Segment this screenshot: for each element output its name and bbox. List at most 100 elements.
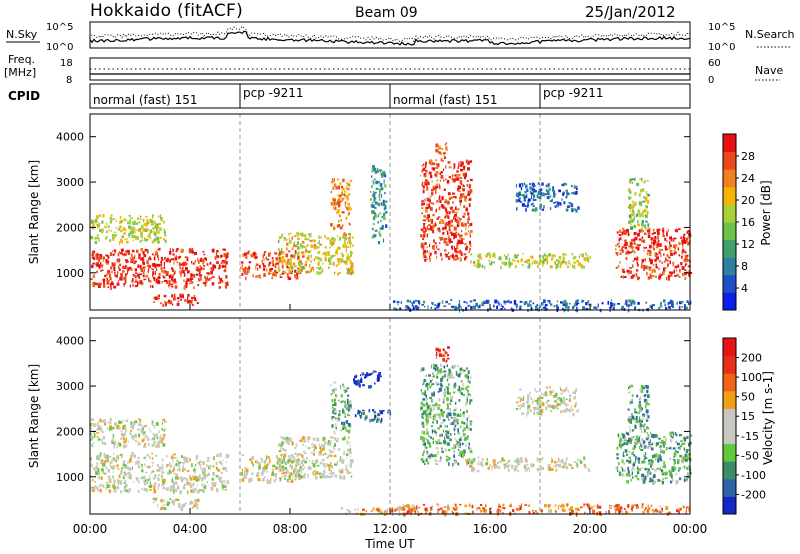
colorbar-tick-label: 16: [741, 216, 755, 229]
velocity-colorbar-label-text: Velocity [m s-1]: [761, 371, 775, 465]
y-tick-label: 2000: [56, 221, 84, 234]
colorbar-swatch: [723, 443, 736, 462]
colorbar-tick-label: 12: [741, 238, 755, 251]
scatter-region: [515, 386, 579, 417]
cpid-panel: CPID normal (fast) 151 pcp -9211 normal (f…: [8, 83, 691, 109]
y-tick-label: 2000: [56, 425, 84, 438]
colorbar-tick-label: 20: [741, 194, 755, 207]
power-scatter: [90, 114, 693, 313]
colorbar-swatch: [723, 496, 736, 515]
colorbar-tick-label: 4: [741, 282, 748, 295]
power-panel: 1000 2000 3000 4000 Slant Range [km] 4 8 12 16…: [27, 113, 773, 313]
cpid-segment-label: pcp -9211: [543, 86, 604, 100]
scatter-region: [353, 370, 382, 389]
velocity-colorbar-label: Velocity [m s-1]: [761, 371, 775, 465]
freq-right-tick-high: 60: [708, 58, 721, 69]
noise-left-label: N.Sky: [6, 28, 38, 41]
cpid-label: CPID: [8, 89, 40, 103]
y-tick-label: 3000: [56, 380, 84, 393]
nave-label: Nave: [755, 64, 783, 77]
colorbar-swatch: [723, 478, 736, 497]
colorbar-swatch: [723, 373, 736, 392]
power-ylabel: Slant Range [km]: [27, 160, 41, 264]
velocity-y-axis: 1000 2000 3000 4000: [56, 335, 690, 484]
noise-left-tick-high: 10^5: [46, 22, 73, 33]
colorbar-swatch: [723, 355, 736, 374]
colorbar-swatch: [723, 134, 736, 153]
scatter-region: [465, 456, 591, 473]
colorbar-swatch: [723, 408, 736, 427]
colorbar-swatch: [723, 186, 736, 205]
freq-left-tick-high: 18: [60, 58, 73, 69]
x-tick-label: 16:00: [473, 522, 508, 536]
noise-right-tick-low: 10^0: [708, 42, 735, 53]
noise-right-tick-high: 10^5: [708, 22, 735, 33]
x-tick-label: 04:00: [173, 522, 208, 536]
y-tick-label: 4000: [56, 131, 84, 144]
colorbar-tick-label: -15: [741, 430, 759, 443]
colorbar-swatch: [723, 274, 736, 293]
freq-left-tick-low: 8: [66, 75, 72, 86]
scatter-region: [330, 381, 353, 435]
scatter-region: [420, 363, 473, 467]
x-tick-label: 08:00: [273, 522, 308, 536]
noise-right-label: N.Search: [745, 28, 795, 41]
scatter-region: [90, 214, 167, 245]
colorbar-tick-label: 28: [741, 150, 755, 163]
scatter-region: [370, 165, 388, 245]
noise-panel: N.Sky 10^5 10^0 10^5 10^0 N.Search: [6, 21, 795, 53]
scatter-region: [90, 247, 230, 290]
x-tick-label: 00:00: [673, 522, 708, 536]
scatter-region: [465, 252, 592, 270]
cpid-segment-label: normal (fast) 151: [93, 93, 197, 107]
station-title: Hokkaido (fitACF): [90, 1, 243, 21]
colorbar-swatch: [723, 222, 736, 241]
x-tick-label: 00:00: [73, 522, 108, 536]
x-tick-label: 20:00: [573, 522, 608, 536]
frequency-panel: Freq. [MHz] 18 8 60 0 Nave: [4, 53, 783, 86]
colorbar-swatch: [723, 426, 736, 445]
beam-title: Beam 09: [355, 5, 418, 21]
freq-right-tick-low: 0: [708, 75, 714, 86]
cpid-segment-label: normal (fast) 151: [393, 93, 497, 107]
colorbar-swatch: [723, 338, 736, 357]
scatter-region: [330, 178, 353, 231]
colorbar-tick-label: 100: [741, 371, 762, 384]
scatter-region: [90, 417, 167, 449]
scatter-region: [627, 384, 650, 434]
colorbar-tick-label: -50: [741, 449, 759, 462]
y-tick-label: 1000: [56, 471, 84, 484]
velocity-colorbar: 200 100 50 15 -15 -50 -100 -200: [722, 337, 766, 515]
scatter-region: [435, 142, 448, 162]
cpid-segment-label: pcp -9211: [243, 86, 304, 100]
y-tick-label: 3000: [56, 176, 84, 189]
colorbar-frame: [722, 337, 737, 515]
colorbar-tick-label: 200: [741, 352, 762, 365]
scatter-region: [153, 293, 199, 307]
velocity-panel: 1000 2000 3000 4000 Slant Range [km] 200 100…: [27, 317, 775, 517]
time-axis: 00:00 04:00 08:00 12:00 16:00 20:00 00:00: [73, 304, 708, 536]
colorbar-swatch: [723, 204, 736, 223]
colorbar-swatch: [723, 151, 736, 170]
power-colorbar: 4 8 12 16 20 24 28: [722, 133, 755, 311]
scatter-region: [277, 232, 354, 276]
colorbar-tick-label: 15: [741, 410, 755, 423]
freq-label-line2: [MHz]: [4, 66, 36, 79]
date-title: 25/Jan/2012: [585, 3, 676, 21]
colorbar-swatch: [723, 390, 736, 409]
scatter-region: [354, 409, 392, 424]
scatter-region: [420, 159, 473, 263]
colorbar-swatch: [723, 169, 736, 188]
colorbar-swatch: [723, 239, 736, 258]
noise-left-tick-low: 10^0: [46, 42, 73, 53]
scatter-region: [90, 452, 230, 495]
scatter-region: [615, 431, 693, 485]
noise-sky-trace: [89, 30, 690, 46]
y-tick-label: 4000: [56, 335, 84, 348]
colorbar-tick-label: 8: [741, 260, 748, 273]
velocity-ylabel: Slant Range [km]: [27, 364, 41, 468]
cpid-segments: normal (fast) 151 pcp -9211 normal (fast) …: [93, 84, 604, 108]
scatter-region: [628, 177, 650, 230]
power-y-axis: 1000 2000 3000 4000: [56, 131, 690, 280]
scatter-region: [435, 346, 450, 363]
